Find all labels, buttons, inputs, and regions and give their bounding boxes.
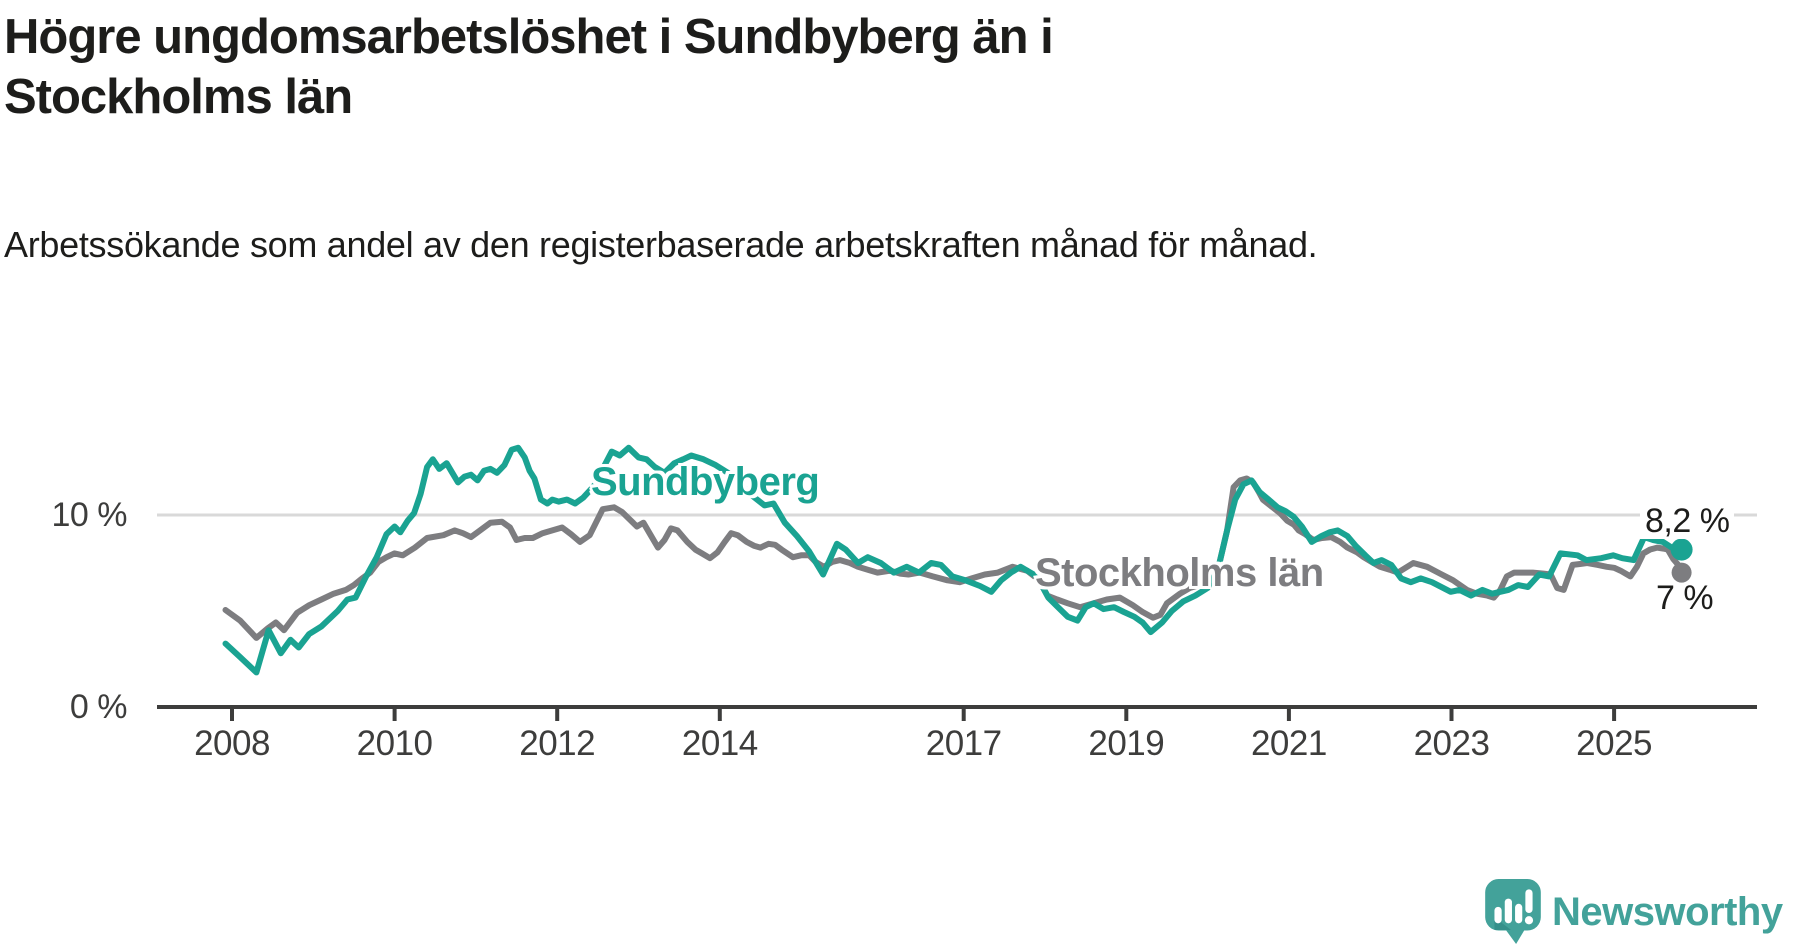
end-value-label-0: 7 % <box>1656 579 1714 617</box>
chart-header: Högre ungdomsarbetslöshet i Sundbyberg ä… <box>4 8 1318 268</box>
x-axis-tick-label: 2019 <box>1088 724 1165 763</box>
newsworthy-logo-text: Newsworthy <box>1552 890 1783 934</box>
series-end-dot-1 <box>1670 538 1693 561</box>
x-axis-tick-label: 2014 <box>681 724 758 763</box>
branding-footer: Newsworthy <box>1484 878 1783 946</box>
series-line-1 <box>222 444 1685 676</box>
x-axis-tick-label: 2023 <box>1413 724 1490 763</box>
chart-title: Högre ungdomsarbetslöshet i Sundbyberg ä… <box>4 10 1054 124</box>
y-axis-tick-label: 10 % <box>51 496 128 534</box>
newsworthy-logo-icon <box>1485 879 1541 944</box>
series-label-sundbyberg: Sundbyberg <box>591 460 820 504</box>
x-axis-tick-label: 2025 <box>1576 724 1653 763</box>
series-line-0 <box>222 475 1685 641</box>
x-axis-tick-label: 2021 <box>1250 724 1327 763</box>
y-axis-tick-label: 0 % <box>69 688 128 726</box>
series-end-dot-0 <box>1671 562 1692 583</box>
x-axis-tick-label: 2010 <box>356 724 433 763</box>
end-value-label-1: 8,2 % <box>1640 503 1735 539</box>
x-axis-tick-label: 2012 <box>519 724 596 763</box>
series-label-stockholms-l-n: Stockholms län <box>1035 551 1324 595</box>
x-axis-tick-label: 2017 <box>925 724 1002 763</box>
chart-subtitle: Arbetssökande som andel av den registerb… <box>4 223 1318 265</box>
x-axis-tick-label: 2008 <box>194 724 270 763</box>
